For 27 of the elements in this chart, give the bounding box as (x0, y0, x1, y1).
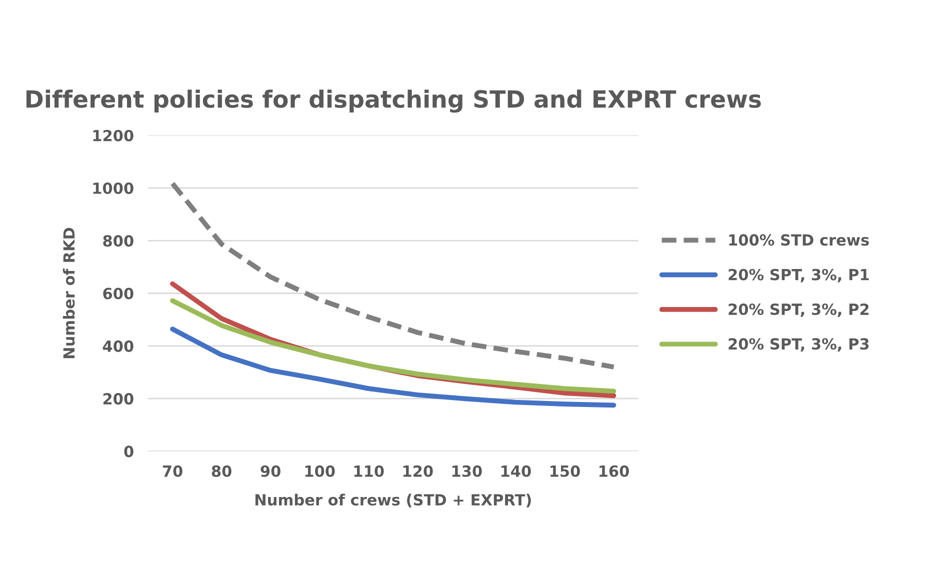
line-series (170, 326, 616, 408)
legend-label: 20% SPT, 3%, P1 (728, 268, 869, 282)
x-tick-label: 70 (162, 465, 182, 477)
y-tick-label: 600 (103, 288, 134, 300)
x-tick-label: 120 (403, 465, 433, 477)
y-tick-label: 800 (103, 235, 134, 247)
x-tick-label: 150 (550, 465, 580, 477)
y-axis-title: Number of RKD (62, 228, 75, 358)
x-tick-label: 140 (501, 465, 531, 477)
x-tick-label: 160 (600, 465, 629, 477)
x-axis-title: Number of crews (STD + EXPRT) (255, 494, 531, 508)
x-tick-label: 130 (452, 465, 482, 477)
line-series (170, 298, 616, 394)
legend-label: 20% SPT, 3%, P3 (728, 338, 869, 352)
y-tick-label: 400 (102, 340, 134, 352)
y-tick-label: 0 (124, 446, 134, 458)
x-tick-label: 110 (354, 465, 384, 477)
legend-label: 100% STD crews (729, 234, 869, 246)
x-tick-label: 100 (305, 465, 335, 477)
x-tick-label: 80 (212, 465, 232, 477)
legend-label: 20% SPT, 3%, P2 (728, 303, 869, 317)
line-series (170, 181, 616, 370)
y-tick-label: 200 (103, 393, 134, 405)
x-tick-label: 90 (260, 465, 280, 477)
chart-title: Different policies for dispatching STD and EXPRT crews (26, 90, 761, 113)
y-tick-label: 1000 (93, 182, 134, 194)
y-tick-label: 1200 (93, 130, 134, 142)
